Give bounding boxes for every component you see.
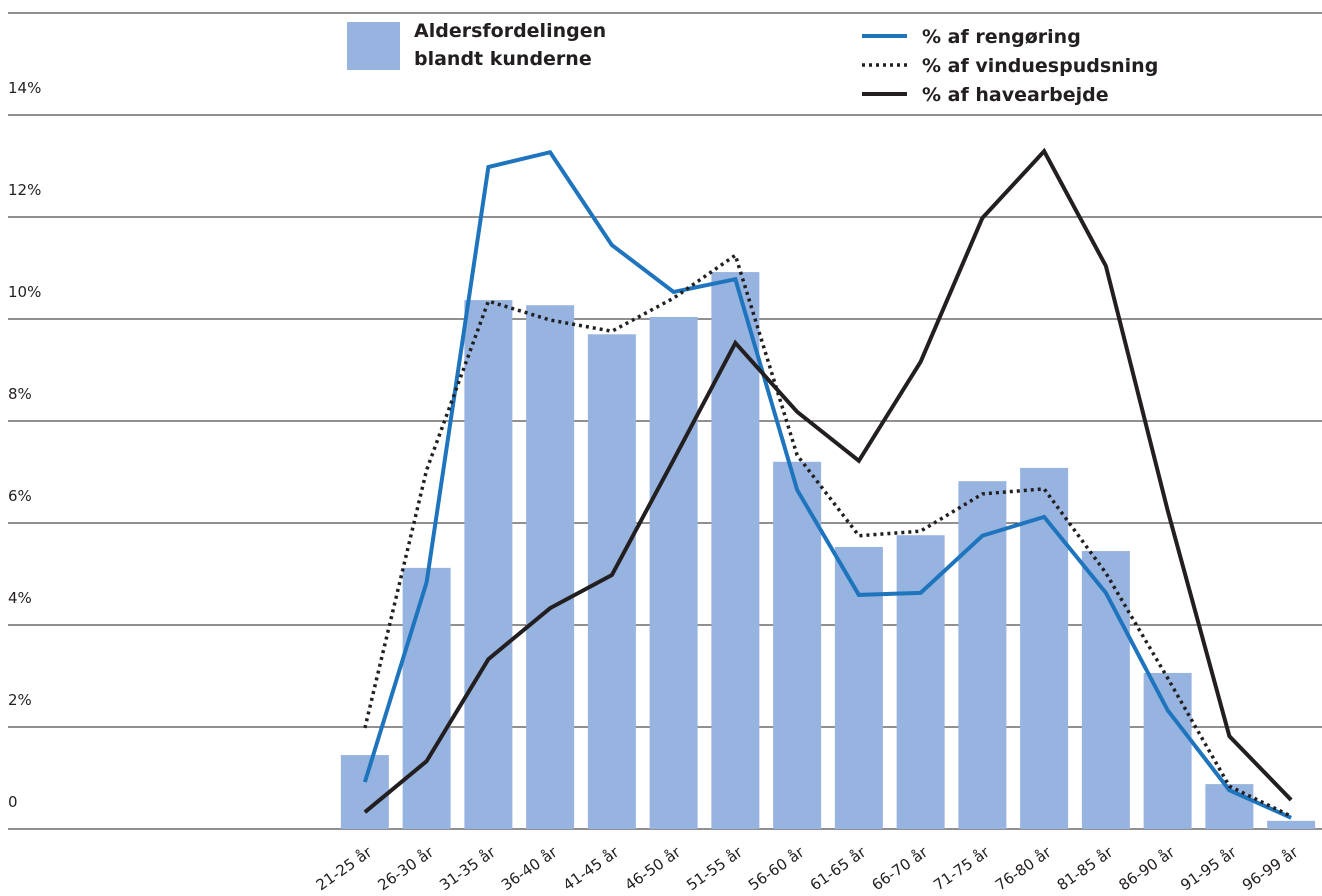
bars xyxy=(340,272,1316,830)
legend-label: % af havearbejde xyxy=(922,84,1109,106)
lines xyxy=(362,147,1293,820)
x-tick-label: 36-40 år xyxy=(498,843,561,895)
y-tick-label: 6% xyxy=(8,487,32,505)
bar xyxy=(1020,467,1069,829)
x-tick-label: 51-55 år xyxy=(683,843,746,895)
bar xyxy=(587,334,636,829)
bar xyxy=(464,300,513,829)
y-tick-label: 8% xyxy=(8,385,32,403)
bar xyxy=(834,546,883,829)
x-tick-label: 26-30 år xyxy=(374,843,437,895)
legend-swatch xyxy=(347,22,400,70)
x-tick-label: 61-65 år xyxy=(807,843,870,895)
bar xyxy=(402,567,451,829)
y-tick-label: 2% xyxy=(8,691,32,709)
legend-label: % af vinduespudsning xyxy=(922,55,1158,77)
y-tick-label: 14% xyxy=(8,79,41,97)
line-series xyxy=(362,149,1292,820)
bar xyxy=(711,272,760,830)
x-tick-label: 21-25 år xyxy=(313,843,376,895)
y-tick-label: 4% xyxy=(8,589,32,607)
y-tick-label: 12% xyxy=(8,181,41,199)
x-tick-label: 81-85 år xyxy=(1054,843,1117,895)
y-tick-label: 0 xyxy=(8,793,18,811)
y-tick-label: 10% xyxy=(8,283,41,301)
bar xyxy=(1267,820,1316,829)
bar xyxy=(773,461,822,829)
bar xyxy=(340,755,389,829)
x-tick-label: 66-70 år xyxy=(868,843,931,895)
bar xyxy=(896,535,945,829)
x-tick-label: 76-80 år xyxy=(992,843,1055,895)
legend-label: % af rengøring xyxy=(922,26,1081,48)
legend-label: Aldersfordelingen blandt kunderne xyxy=(414,20,607,70)
bar xyxy=(649,316,698,830)
x-tick-label: 91-95 år xyxy=(1177,843,1240,895)
x-tick-label: 86-90 år xyxy=(1115,843,1178,895)
x-tick-label: 31-35 år xyxy=(436,843,499,895)
x-tick-label: 56-60 år xyxy=(745,843,808,895)
line-series xyxy=(363,147,1293,814)
x-tick-label: 71-75 år xyxy=(930,843,993,895)
x-tick-label: 96-99 år xyxy=(1239,843,1302,895)
bar xyxy=(1143,672,1192,829)
x-tick-label: 41-45 år xyxy=(560,843,623,895)
bar xyxy=(1081,551,1130,829)
x-tick-label: 46-50 år xyxy=(621,843,684,895)
bar xyxy=(958,481,1007,829)
bar xyxy=(526,305,575,830)
line-series xyxy=(363,252,1292,818)
